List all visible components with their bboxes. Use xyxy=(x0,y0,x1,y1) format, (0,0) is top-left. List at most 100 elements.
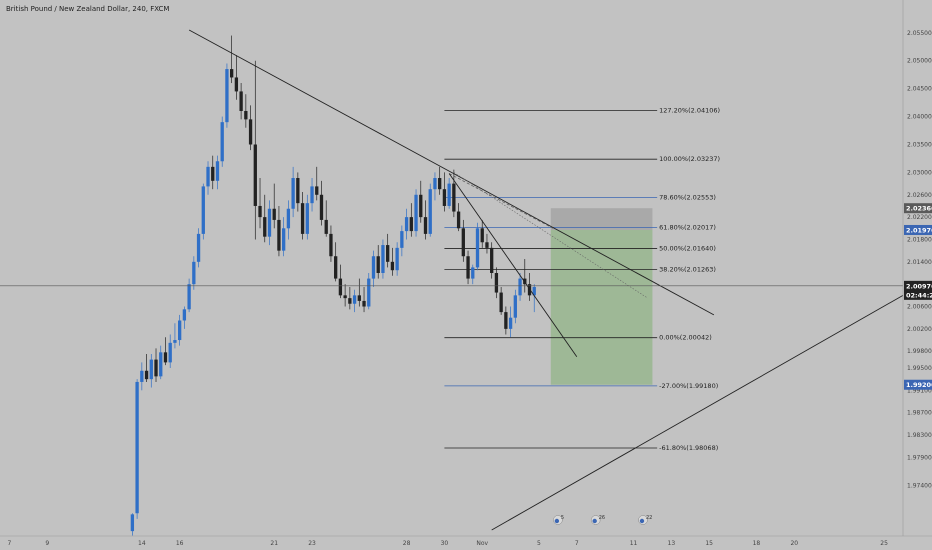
price-tick-label: 1.98300 xyxy=(907,432,932,439)
candle-body xyxy=(215,161,220,181)
price-tick-label: 1.99800 xyxy=(907,348,932,355)
candle-body xyxy=(461,228,465,257)
candle-body xyxy=(480,228,484,243)
time-tick-label: 21 xyxy=(270,540,278,547)
candle-body xyxy=(518,278,522,296)
time-axis[interactable]: 7 9 14 16 21 23 28 30 Nov 5 7 11 13 15 18 20 25 xyxy=(0,535,932,547)
candle-body xyxy=(182,309,187,321)
price-tick-label: 2.00600 xyxy=(907,304,932,311)
candle-body xyxy=(485,242,489,248)
candle-body xyxy=(371,256,376,279)
candle-body xyxy=(447,183,451,206)
price-tags: 2.02360 2.01970 1.99200 2.0097002:44:26 xyxy=(904,203,932,390)
candle-body xyxy=(343,295,347,299)
candle-body xyxy=(386,245,390,262)
candle-body xyxy=(438,178,442,190)
price-tag-label: 2.01970 xyxy=(906,226,932,234)
trendline xyxy=(491,294,904,531)
candle-body xyxy=(239,91,243,111)
price-tag xyxy=(904,224,932,235)
candle-body xyxy=(220,122,224,162)
event-markers[interactable]: 5 26 22 xyxy=(553,515,652,525)
price-tag xyxy=(904,203,932,214)
candle-body xyxy=(362,300,366,307)
candle-body xyxy=(442,189,447,206)
candle-body xyxy=(452,183,456,212)
price-tick-label: 2.05000 xyxy=(907,58,932,65)
candle-body xyxy=(130,514,135,532)
candle-body xyxy=(527,284,532,296)
fib-level-label: 0.00%(2.00042) xyxy=(659,334,712,342)
position-target-zone xyxy=(550,229,653,385)
price-tick-label: 2.01800 xyxy=(907,236,932,243)
fib-level-label: 78.60%(2.02553) xyxy=(659,193,716,201)
candle-body xyxy=(319,194,324,220)
price-tick-label: 1.97900 xyxy=(907,454,932,461)
time-tick-label: 20 xyxy=(790,540,798,547)
candle-body xyxy=(234,77,239,92)
candle-body xyxy=(494,273,499,293)
event-count: 22 xyxy=(646,515,652,521)
candle-body xyxy=(154,359,158,377)
price-tick-label: 2.04500 xyxy=(907,86,932,93)
candle-body xyxy=(504,312,508,329)
candle-body xyxy=(272,208,276,220)
candle-body xyxy=(508,317,513,329)
event-flag-icon xyxy=(639,518,645,524)
candle-body xyxy=(225,69,229,123)
event-flag-icon xyxy=(592,518,597,524)
candle-body xyxy=(376,256,380,273)
candle-body xyxy=(329,233,333,257)
candle-body xyxy=(263,217,267,237)
candle-body xyxy=(206,166,210,187)
candle-body xyxy=(513,295,517,318)
event-flag-icon xyxy=(554,518,560,524)
candle-body xyxy=(423,217,428,234)
current-price-tag xyxy=(904,280,932,300)
price-tick-label: 1.99100 xyxy=(907,387,932,394)
fib-retracement[interactable]: 127.20%(2.04106) 100.00%(2.03237) 78.60%(2… xyxy=(444,107,720,452)
time-tick-label: 25 xyxy=(880,540,888,547)
candle-body xyxy=(258,205,262,218)
fib-level-label: 50.00%(2.01640) xyxy=(659,244,716,252)
time-tick-label: 13 xyxy=(668,540,676,547)
event-count: 26 xyxy=(599,515,605,521)
candle-body xyxy=(352,295,357,304)
position-tool[interactable] xyxy=(550,208,653,385)
candle-body xyxy=(305,203,309,234)
candle-body xyxy=(135,381,139,514)
candle-body xyxy=(282,228,286,251)
price-tick-label: 2.00200 xyxy=(907,326,932,333)
candle-body xyxy=(456,211,461,229)
candle-body xyxy=(419,194,423,218)
candle-body xyxy=(144,370,149,380)
candle-body xyxy=(499,292,503,313)
candle-body xyxy=(286,208,291,229)
candle-body xyxy=(334,256,338,279)
candle-body xyxy=(140,370,144,382)
candle-body xyxy=(300,203,305,234)
position-stop-zone xyxy=(550,208,653,230)
candle-body xyxy=(244,110,248,120)
price-axis[interactable]: 2.05500 2.05000 2.04500 2.04000 2.03500 2.030… xyxy=(902,0,932,536)
candle-body xyxy=(291,178,295,209)
candles[interactable] xyxy=(130,35,536,536)
trendlines[interactable] xyxy=(188,29,904,531)
time-tick-label: 28 xyxy=(403,540,411,547)
candle-body xyxy=(400,231,404,248)
candle-body xyxy=(168,342,172,363)
price-tick-label: 2.02200 xyxy=(907,214,932,221)
candle-body xyxy=(390,261,395,271)
candle-body xyxy=(490,247,494,273)
trendline xyxy=(453,172,648,299)
candle-body xyxy=(409,217,413,232)
fib-level-label: 100.00%(2.03237) xyxy=(659,155,720,163)
time-tick-label: 23 xyxy=(308,540,316,547)
candle-body xyxy=(348,298,352,304)
candle-body xyxy=(310,186,314,204)
price-tick-label: 1.98700 xyxy=(907,410,932,417)
candle-body xyxy=(211,166,215,181)
